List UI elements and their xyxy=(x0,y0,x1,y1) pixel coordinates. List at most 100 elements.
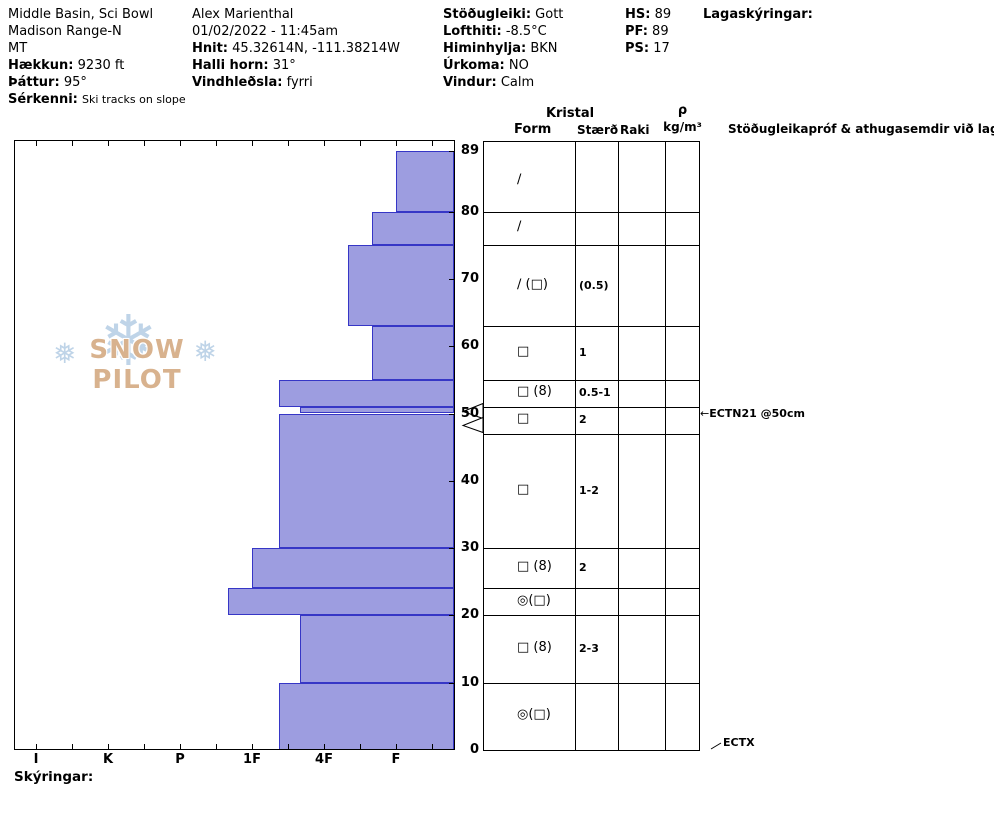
density-symbol-header: ρ xyxy=(677,103,688,118)
test-result-label: ECTN21 @50cm xyxy=(709,406,805,420)
stability-label: Stöðugleiki: xyxy=(443,7,532,22)
snowflake-small-icon: ❅ xyxy=(193,335,217,368)
elevation-row: Hækkun: 9230 ft xyxy=(8,58,186,75)
stability-value: Gott xyxy=(535,7,564,22)
depth-tick xyxy=(449,548,454,550)
observation-datetime: 01/02/2022 - 11:45am xyxy=(192,24,338,39)
grain-size-value: 2-3 xyxy=(579,642,599,656)
slope-value: 31° xyxy=(272,58,296,73)
grain-form-symbol: □ xyxy=(517,481,530,497)
hardness-tick-bottom xyxy=(108,744,109,749)
wind-row: Vindur: Calm xyxy=(443,75,563,92)
hardness-tick-top xyxy=(396,141,397,146)
snowflake-small-icon: ❅ xyxy=(53,337,77,370)
layer-bar-80-75 xyxy=(372,211,454,246)
precip-label: Úrkoma: xyxy=(443,58,505,73)
hardness-tick-top xyxy=(180,141,181,146)
hardness-tick-bottom xyxy=(252,744,253,749)
aspect-row: Þáttur: 95° xyxy=(8,75,186,92)
layer-bar-20-10 xyxy=(300,615,454,683)
hardness-profile-chart: ❄ ❅ ❅ SNOW PILOT xyxy=(14,140,455,750)
depth-tick xyxy=(449,413,454,415)
snow-depth-summary: HS: 89 PF: 89 PS: 17 xyxy=(625,7,671,58)
hardness-tick-bottom xyxy=(288,744,289,749)
grain-column-line xyxy=(575,141,576,750)
layer-bar-30-24 xyxy=(252,548,454,589)
layer-bar-10-0 xyxy=(278,682,454,749)
airtemp-value: -8.5°C xyxy=(505,24,547,39)
hardness-tick-bottom xyxy=(144,744,145,749)
site-info: Middle Basin, Sci Bowl Madison Range-N M… xyxy=(8,7,186,109)
aspect-value: 95° xyxy=(63,75,87,90)
grain-row-line xyxy=(483,433,700,435)
grain-row-line xyxy=(483,750,700,751)
hardness-tick-top xyxy=(36,141,37,146)
stability-test-annotation: ←ECTN21 @50cm xyxy=(700,407,805,420)
grain-size-value: 1 xyxy=(579,345,587,359)
depth-label: 40 xyxy=(460,472,479,488)
grain-table: ∕ ∕ ∕ (□) (0.5) □ 1 □ (8) 0.5-1 □ 2 □ 1-2 □ (8) 2 ◎(□)… xyxy=(483,141,700,751)
depth-label: 70 xyxy=(460,270,479,286)
grain-row-line xyxy=(483,326,700,327)
hardness-label: K xyxy=(102,752,114,767)
wetness-column-header: Raki xyxy=(620,123,650,137)
sky-value: BKN xyxy=(530,41,558,56)
slope-row: Halli horn: 31° xyxy=(192,58,400,75)
grain-form-symbol: ∕ (□) xyxy=(517,276,548,292)
stability-test-annotation: ECTX xyxy=(723,736,755,749)
depth-tick xyxy=(449,278,454,280)
depth-label: 60 xyxy=(460,338,479,354)
pit-name: Middle Basin, Sci Bowl xyxy=(8,7,154,22)
depth-label: 50 xyxy=(460,405,479,421)
hardness-label: P xyxy=(175,752,185,767)
density-unit-header: kg/m³ xyxy=(663,120,702,134)
hardness-label: 4F xyxy=(315,752,333,767)
grain-size-value: 2 xyxy=(579,413,587,427)
hardness-tick-bottom xyxy=(432,744,433,749)
stability-tests-header: Stöðugleikapróf & athugasemdir við lag xyxy=(728,122,994,136)
precip-row: Úrkoma: NO xyxy=(443,58,563,75)
test-pointer-line xyxy=(710,742,722,750)
pf-label: PF: xyxy=(625,24,648,39)
layer-notes-label: Lagaskýringar: xyxy=(703,7,813,22)
hardness-tick-bottom xyxy=(180,744,181,749)
depth-label: 20 xyxy=(460,607,479,623)
observer-info: Alex Marienthal 01/02/2022 - 11:45am Hni… xyxy=(192,7,400,92)
grain-form-symbol: □ (8) xyxy=(517,559,552,575)
grain-size-value: 0.5-1 xyxy=(579,386,611,400)
form-column-header: Form xyxy=(514,122,552,137)
kristal-header: Kristal xyxy=(545,106,595,121)
aspect-label: Þáttur: xyxy=(8,75,60,90)
windload-value: fyrri xyxy=(286,75,313,90)
special-value: Ski tracks on slope xyxy=(82,93,186,106)
depth-tick xyxy=(449,682,454,684)
slope-label: Halli horn: xyxy=(192,58,269,73)
observer-name: Alex Marienthal xyxy=(192,7,294,22)
hardness-tick-bottom xyxy=(360,744,361,749)
hardness-tick-top xyxy=(252,141,253,146)
logo-text: SNOW PILOT xyxy=(89,335,185,395)
airtemp-row: Lofthiti: -8.5°C xyxy=(443,24,563,41)
grain-column-line xyxy=(483,141,484,750)
layer-bar-24-20 xyxy=(228,588,454,616)
grain-column-line xyxy=(699,141,700,750)
depth-label: 0 xyxy=(469,742,479,757)
wind-value: Calm xyxy=(500,75,535,90)
depth-tick xyxy=(449,151,454,153)
left-arrow-icon: ← xyxy=(700,406,710,420)
grain-row-line xyxy=(483,379,700,381)
airtemp-label: Lofthiti: xyxy=(443,24,502,39)
coords-value: 45.32614N, -111.38214W xyxy=(232,41,401,56)
hardness-tick-top xyxy=(432,141,433,146)
hardness-tick-top xyxy=(324,141,325,146)
ps-value: 17 xyxy=(653,41,670,56)
special-label: Sérkenni: xyxy=(8,92,78,107)
wind-label: Vindur: xyxy=(443,75,497,90)
grain-form-symbol: □ (8) xyxy=(517,640,552,656)
ps-label: PS: xyxy=(625,41,650,56)
hardness-tick-bottom xyxy=(72,744,73,749)
hs-label: HS: xyxy=(625,7,651,22)
grain-form-symbol: □ (8) xyxy=(517,384,552,400)
grain-size-value: 2 xyxy=(579,561,587,575)
